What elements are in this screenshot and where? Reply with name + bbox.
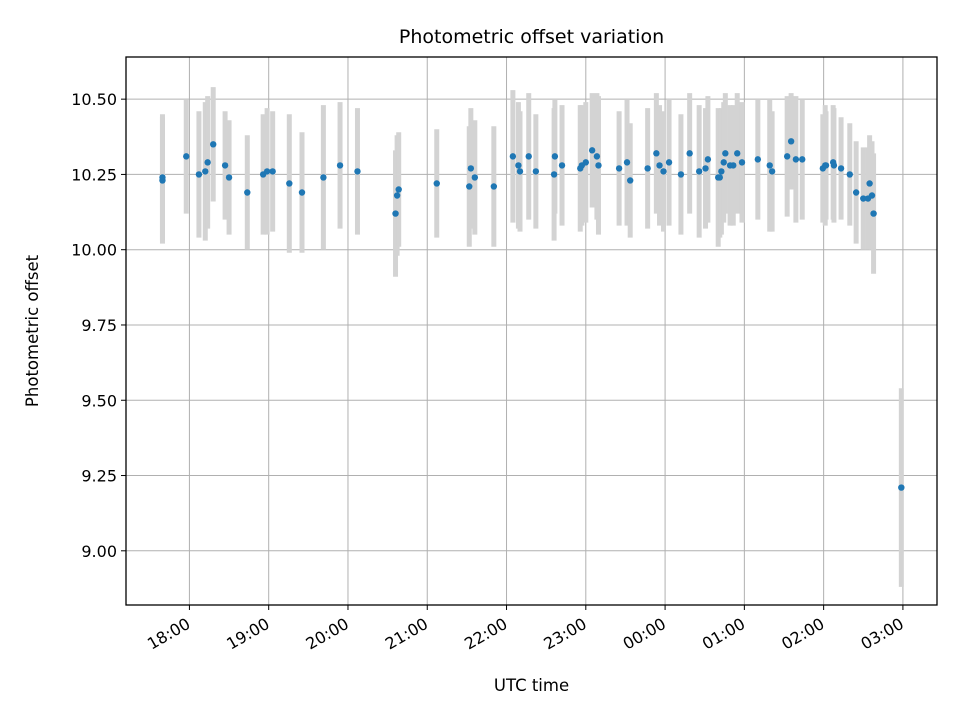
data-point [868, 192, 876, 199]
data-point [490, 183, 498, 190]
data-point [183, 153, 190, 160]
data-point [695, 168, 703, 175]
y-tick-label: 10.25 [71, 165, 117, 184]
data-point [660, 168, 667, 175]
data-point [336, 162, 344, 169]
data-point [644, 165, 651, 172]
data-point [471, 174, 479, 181]
data-point [754, 156, 762, 163]
data-point [286, 180, 293, 187]
data-point [195, 171, 203, 178]
data-point [870, 210, 877, 217]
data-point [393, 192, 401, 199]
data-point [466, 183, 473, 190]
y-tick-label: 10.00 [71, 241, 117, 260]
data-point [320, 174, 327, 181]
data-point [515, 162, 522, 169]
y-axis-ticks: 9.00 9.25 9.50 9.75 10.00 10.25 10.50 [71, 90, 126, 561]
data-point [846, 171, 853, 178]
data-point [822, 162, 830, 169]
y-tick-label: 9.50 [81, 391, 117, 410]
data-point [783, 153, 791, 160]
data-point [433, 180, 440, 187]
data-point [202, 168, 209, 175]
data-point [588, 147, 596, 154]
data-point [734, 150, 741, 157]
y-tick-label: 9.00 [81, 542, 117, 561]
data-point [730, 162, 737, 169]
data-point [898, 484, 905, 491]
plot-frame [125, 56, 938, 606]
data-point [550, 171, 558, 178]
data-point [837, 165, 845, 172]
data-point [582, 159, 590, 166]
y-tick-label: 10.50 [71, 90, 117, 109]
data-point [702, 165, 709, 172]
y-axis-label: Photometric offset [23, 254, 42, 407]
data-point [704, 156, 712, 163]
data-point [860, 195, 867, 202]
data-point [525, 153, 532, 160]
data-point [716, 174, 723, 181]
data-point [395, 186, 402, 193]
data-point [551, 153, 559, 160]
data-point [677, 171, 685, 178]
data-point [686, 150, 693, 157]
data-points [159, 138, 905, 491]
data-point [593, 153, 601, 160]
data-point [225, 174, 233, 181]
data-point [467, 165, 475, 172]
data-point [653, 150, 660, 157]
data-point [720, 159, 727, 166]
data-point [516, 168, 524, 175]
data-point [532, 168, 540, 175]
data-point [799, 156, 806, 163]
data-point [866, 180, 873, 187]
data-point [665, 159, 673, 166]
data-point [623, 159, 631, 166]
data-point [718, 168, 725, 175]
data-point [595, 162, 602, 169]
data-point [766, 162, 773, 169]
data-point [787, 138, 795, 145]
data-point [558, 162, 566, 169]
data-point [210, 141, 217, 148]
data-point [159, 174, 166, 181]
data-point [263, 168, 271, 175]
data-point [830, 162, 838, 169]
data-point [392, 210, 399, 217]
chart-title: Photometric offset variation [399, 26, 664, 48]
data-point [221, 162, 229, 169]
data-point [354, 168, 361, 175]
data-point [722, 150, 729, 157]
data-point [656, 162, 663, 169]
data-point [626, 177, 634, 184]
data-point [298, 189, 306, 196]
data-point [615, 165, 623, 172]
y-tick-label: 9.25 [81, 467, 117, 486]
data-point [792, 156, 800, 163]
data-point [244, 189, 251, 196]
data-point [768, 168, 776, 175]
data-point [269, 168, 276, 175]
data-point [738, 159, 746, 166]
data-point [204, 159, 211, 166]
y-tick-label: 9.75 [81, 316, 117, 335]
x-axis-label: UTC time [494, 676, 569, 695]
data-point [852, 189, 860, 196]
data-point [509, 153, 517, 160]
